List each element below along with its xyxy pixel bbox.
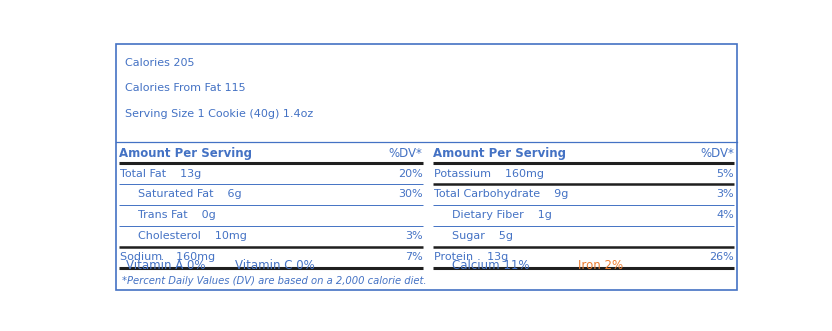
Text: 5%: 5% — [716, 168, 734, 178]
Text: Amount Per Serving: Amount Per Serving — [119, 147, 252, 160]
Text: *Percent Daily Values (DV) are based on a 2,000 calorie diet.: *Percent Daily Values (DV) are based on … — [122, 276, 427, 286]
Text: Amount Per Serving: Amount Per Serving — [433, 147, 566, 160]
Text: 3%: 3% — [405, 231, 423, 241]
Text: 3%: 3% — [716, 189, 734, 199]
Text: %DV*: %DV* — [700, 147, 734, 160]
Text: %DV*: %DV* — [389, 147, 423, 160]
Text: 7%: 7% — [405, 252, 423, 262]
Text: Calories 205: Calories 205 — [126, 58, 195, 68]
Text: Total Carbohydrate    9g: Total Carbohydrate 9g — [434, 189, 568, 199]
Text: Sugar    5g: Sugar 5g — [453, 231, 513, 241]
Text: Iron 2%: Iron 2% — [578, 259, 623, 272]
Text: Serving Size 1 Cookie (40g) 1.4oz: Serving Size 1 Cookie (40g) 1.4oz — [126, 109, 314, 118]
Text: Saturated Fat    6g: Saturated Fat 6g — [138, 189, 242, 199]
Text: Potassium    160mg: Potassium 160mg — [434, 168, 544, 178]
Text: Sodium    160mg: Sodium 160mg — [120, 252, 215, 262]
Text: Vitamin A 0%: Vitamin A 0% — [126, 259, 205, 272]
Text: 30%: 30% — [398, 189, 423, 199]
Text: Calcium 11%: Calcium 11% — [452, 259, 530, 272]
Text: Calories From Fat 115: Calories From Fat 115 — [126, 83, 246, 93]
Text: 4%: 4% — [716, 210, 734, 220]
FancyBboxPatch shape — [116, 44, 737, 290]
Text: Cholesterol    10mg: Cholesterol 10mg — [138, 231, 247, 241]
Text: Protein    13g: Protein 13g — [434, 252, 508, 262]
Text: 20%: 20% — [398, 168, 423, 178]
Text: 26%: 26% — [709, 252, 734, 262]
Text: Total Fat    13g: Total Fat 13g — [120, 168, 201, 178]
Text: Vitamin C 0%: Vitamin C 0% — [235, 259, 314, 272]
Text: Trans Fat    0g: Trans Fat 0g — [138, 210, 216, 220]
Text: Dietary Fiber    1g: Dietary Fiber 1g — [453, 210, 552, 220]
